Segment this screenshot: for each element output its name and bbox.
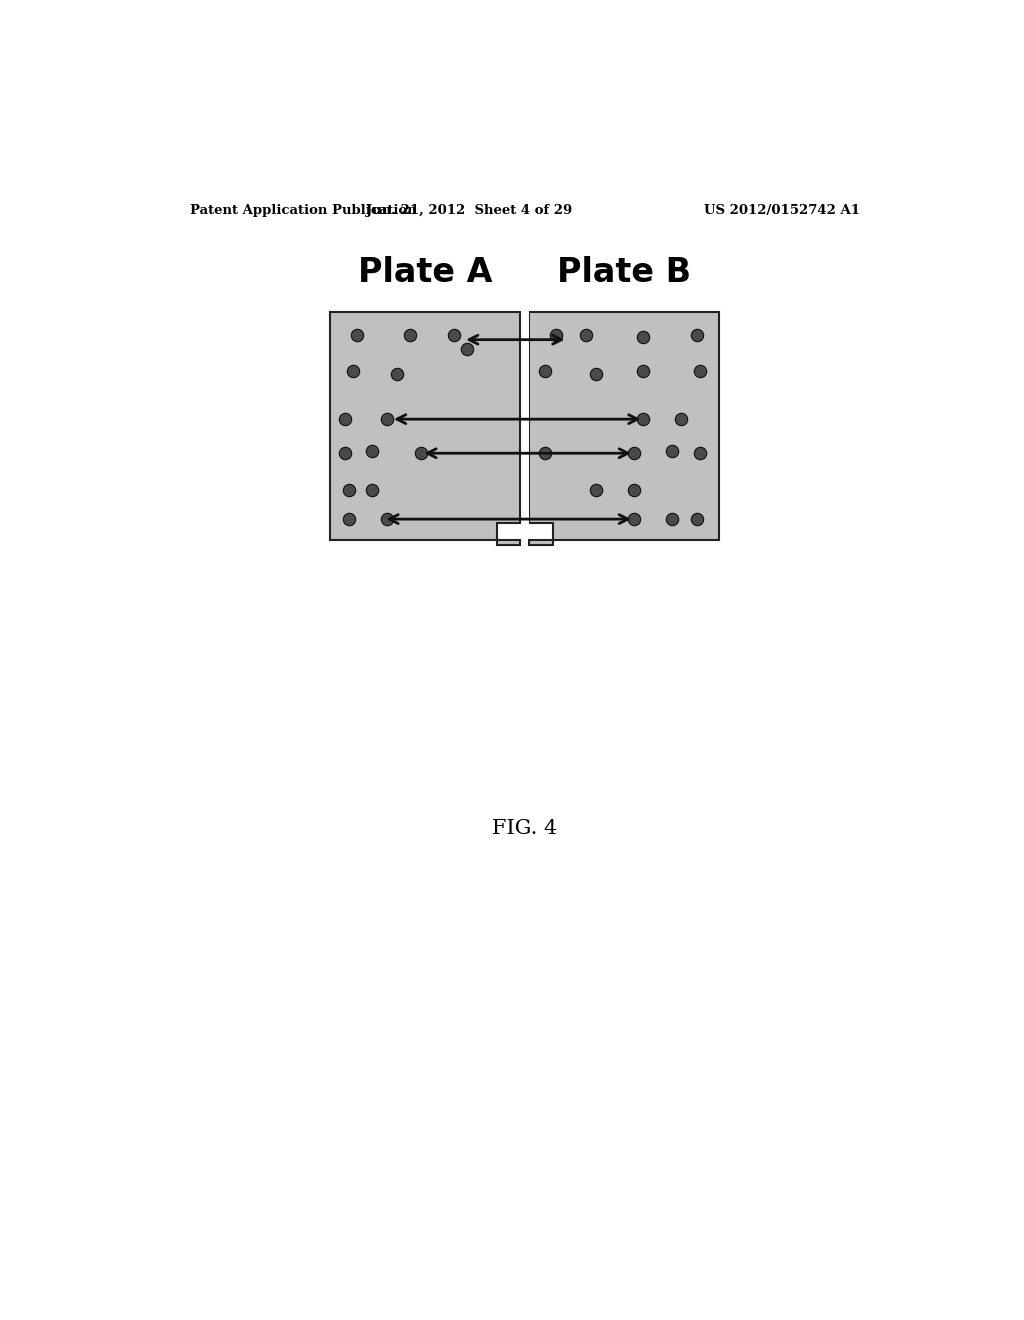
Point bbox=[635, 327, 651, 348]
Point bbox=[337, 442, 353, 463]
Point bbox=[626, 442, 642, 463]
Point bbox=[588, 363, 604, 384]
Point bbox=[401, 325, 418, 346]
Point bbox=[692, 442, 709, 463]
Point bbox=[537, 360, 553, 381]
Point bbox=[414, 442, 430, 463]
Point bbox=[688, 508, 705, 529]
Point bbox=[688, 325, 705, 346]
Point bbox=[635, 409, 651, 430]
Point bbox=[626, 479, 642, 500]
Point bbox=[388, 363, 404, 384]
Text: Plate A: Plate A bbox=[358, 256, 493, 289]
Point bbox=[341, 479, 357, 500]
Polygon shape bbox=[529, 313, 719, 545]
Point bbox=[626, 508, 642, 529]
Point bbox=[692, 360, 709, 381]
Point bbox=[337, 409, 353, 430]
Point bbox=[345, 360, 361, 381]
Point bbox=[364, 479, 380, 500]
Point bbox=[664, 441, 680, 462]
Point bbox=[548, 325, 564, 346]
Point bbox=[379, 508, 395, 529]
Point bbox=[588, 479, 604, 500]
Polygon shape bbox=[331, 313, 520, 545]
Point bbox=[664, 508, 680, 529]
Text: Patent Application Publication: Patent Application Publication bbox=[190, 205, 417, 218]
Point bbox=[635, 360, 651, 381]
Point bbox=[379, 409, 395, 430]
Point bbox=[341, 508, 357, 529]
Point bbox=[348, 325, 365, 346]
Point bbox=[364, 441, 380, 462]
Text: Plate B: Plate B bbox=[557, 256, 691, 289]
Text: FIG. 4: FIG. 4 bbox=[493, 818, 557, 838]
Text: Jun. 21, 2012  Sheet 4 of 29: Jun. 21, 2012 Sheet 4 of 29 bbox=[367, 205, 572, 218]
Point bbox=[537, 442, 553, 463]
Point bbox=[445, 325, 462, 346]
Point bbox=[673, 409, 689, 430]
Point bbox=[579, 325, 595, 346]
Text: US 2012/0152742 A1: US 2012/0152742 A1 bbox=[703, 205, 859, 218]
Point bbox=[459, 338, 475, 359]
